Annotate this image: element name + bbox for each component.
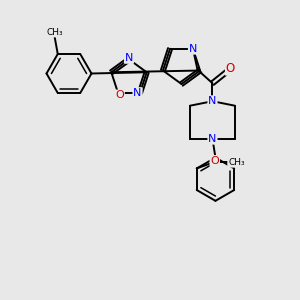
Text: N: N <box>189 44 197 54</box>
Text: O: O <box>115 90 124 100</box>
Text: CH₃: CH₃ <box>228 158 245 167</box>
Text: N: N <box>133 88 142 98</box>
Text: N: N <box>208 96 217 106</box>
Text: CH₃: CH₃ <box>46 28 63 37</box>
Text: N: N <box>208 134 217 144</box>
Text: N: N <box>125 53 133 63</box>
Text: O: O <box>210 156 219 166</box>
Text: O: O <box>226 62 235 75</box>
